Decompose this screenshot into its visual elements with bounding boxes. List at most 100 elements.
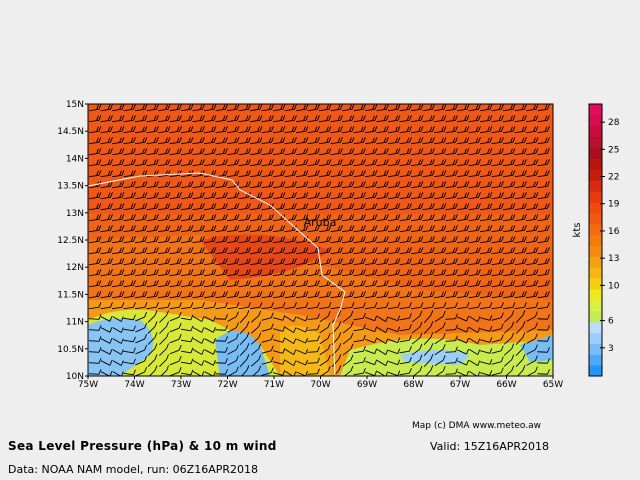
wind-barb [123, 159, 136, 167]
wind-barb [215, 336, 228, 342]
wind-barb [480, 337, 493, 343]
wind-barb [307, 269, 320, 277]
wind-barb [537, 280, 550, 288]
wind-barb [456, 291, 470, 299]
wind-barb [537, 214, 550, 222]
wind-barb [238, 137, 251, 145]
wind-barb [503, 343, 515, 356]
wind-barb [215, 115, 228, 123]
wind-barb [307, 368, 320, 375]
wind-barb [295, 192, 309, 200]
wind-barb [422, 247, 435, 255]
wind-barb [353, 181, 366, 189]
wind-barb [525, 258, 539, 266]
wind-barb [123, 336, 136, 343]
wind-barb [330, 258, 343, 266]
wind-barb [525, 225, 539, 233]
wind-barb [456, 203, 470, 211]
wind-barb [502, 291, 516, 299]
wind-barb [410, 280, 424, 288]
wind-barb [192, 192, 205, 200]
lat-tick-label: 14.5N [57, 127, 84, 137]
wind-barb [353, 104, 366, 112]
wind-barb [341, 302, 355, 310]
wind-barb [226, 148, 240, 156]
wind-barb [480, 370, 493, 376]
wind-barb [146, 104, 159, 112]
wind-barb [88, 358, 102, 364]
wind-barb [238, 269, 251, 277]
wind-barb [226, 192, 240, 200]
wind-barb [134, 104, 148, 112]
wind-barb [318, 269, 332, 277]
lon-tick-label: 69W [357, 380, 377, 390]
wind-barb [364, 159, 378, 167]
wind-barb [468, 104, 481, 112]
wind-barb [261, 247, 274, 255]
wind-barb [180, 258, 194, 266]
wind-barb [330, 126, 343, 134]
wind-barb [249, 115, 263, 123]
wind-barb [468, 148, 481, 156]
wind-barb [123, 148, 136, 156]
wind-barb [180, 192, 194, 200]
wind-barb [410, 104, 424, 112]
wind-barb [319, 311, 331, 323]
wind-barb [123, 358, 136, 365]
wind-barb [307, 104, 320, 112]
wind-barb [399, 356, 412, 365]
wind-barb [353, 313, 366, 321]
wind-barb [456, 236, 470, 244]
wind-barb [192, 236, 205, 244]
wind-barb [422, 115, 435, 123]
wind-barb [365, 337, 378, 344]
wind-barb [284, 302, 297, 310]
wind-barb [295, 159, 309, 167]
wind-barb [135, 355, 148, 366]
wind-barb [342, 332, 354, 345]
wind-barb [226, 269, 240, 277]
wind-barb [502, 247, 516, 255]
wind-barb [319, 333, 331, 345]
lat-tick-label: 11.5N [57, 290, 84, 300]
wind-barb [123, 192, 136, 200]
wind-barb [159, 321, 169, 334]
wind-barb [479, 159, 493, 167]
wind-barb [425, 365, 434, 376]
wind-barb [215, 214, 228, 222]
wind-barb [445, 159, 458, 167]
wind-barb [422, 280, 435, 288]
wind-barb [537, 247, 550, 255]
wind-barb [422, 214, 435, 222]
wind-barb [285, 338, 297, 344]
wind-barb [445, 126, 458, 134]
wind-barb [134, 192, 148, 200]
wind-barb [157, 302, 171, 310]
colorbar-swatch [589, 245, 602, 257]
wind-barb [353, 302, 366, 310]
wind-barb [295, 269, 309, 277]
wind-barb [135, 333, 148, 344]
wind-barb [433, 104, 447, 112]
wind-barb [468, 302, 481, 310]
wind-barb [364, 280, 378, 288]
colorbar-swatch [589, 158, 602, 170]
wind-barb [100, 280, 113, 288]
wind-barb [525, 181, 539, 189]
wind-barb [272, 269, 286, 277]
wind-barb [238, 236, 251, 244]
wind-barb [169, 291, 182, 299]
wind-barb [376, 247, 389, 255]
wind-barb [272, 115, 286, 123]
wind-barb [341, 115, 355, 123]
colorbar-swatch [589, 234, 602, 246]
wind-barb [215, 358, 228, 364]
wind-barb [445, 236, 458, 244]
wind-barb [514, 225, 527, 233]
lat-tick-label: 11N [66, 318, 84, 328]
wind-barb [445, 203, 458, 211]
wind-barb [307, 203, 320, 211]
wind-barb [480, 326, 493, 332]
wind-barb [111, 258, 125, 266]
wind-barb [525, 302, 539, 310]
